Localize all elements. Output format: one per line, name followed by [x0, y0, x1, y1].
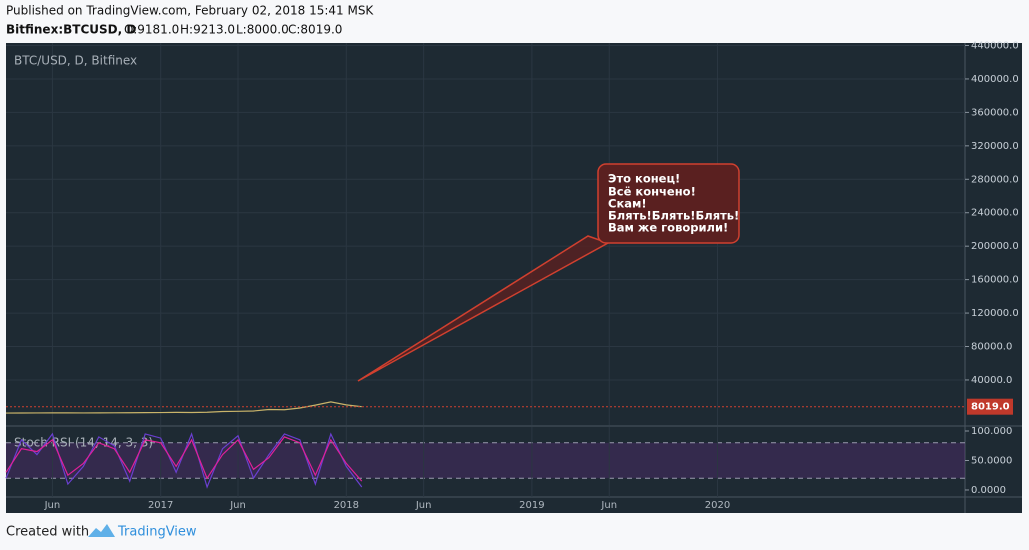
y-tick-label: 80000.0 [971, 342, 1012, 353]
y-tick-label: 0.0000 [971, 485, 1006, 496]
footer-created: Created with [6, 525, 89, 540]
annotation-line: Это конец! [608, 172, 680, 186]
published-text: Published on TradingView.com, February 0… [6, 4, 374, 18]
y-tick-label: 440000.0 [971, 41, 1019, 52]
annotation-line: Блять!Блять!Блять! [608, 209, 739, 223]
ohlc-open: O:9181.0 [124, 23, 179, 37]
y-tick-label: 320000.0 [971, 141, 1019, 152]
x-tick-label: 2020 [705, 500, 730, 511]
annotation-line: Вам же говорили! [608, 221, 728, 235]
pane-title: Stoch RSI (14, 14, 3, 3) [14, 436, 153, 450]
pane-title: BTC/USD, D, Bitfinex [14, 54, 137, 68]
ohlc-high: H:9213.0 [180, 23, 235, 37]
chart-layer: Jun 2017 Jun 2018 Jun 2019 Jun 2020 40000.0 80000… [5, 41, 1019, 511]
x-tick-label: Jun [415, 500, 432, 511]
y-tick-label: 400000.0 [971, 74, 1019, 85]
chart-frame [6, 43, 1022, 513]
series-line [5, 401, 362, 414]
x-tick-label: 2019 [519, 500, 544, 511]
y-tick-label: 120000.0 [971, 308, 1019, 319]
annotation-line: Всё кончено! [608, 185, 696, 199]
y-tick-label: 280000.0 [971, 174, 1019, 185]
last-price-box [967, 398, 1013, 415]
x-tick-label: 2017 [148, 500, 173, 511]
x-tick-label: Jun [229, 500, 246, 511]
annotation-bubble [597, 163, 740, 244]
x-tick-label: Jun [44, 500, 61, 511]
footer-brand[interactable]: TradingView [117, 525, 197, 540]
series-line [5, 436, 363, 482]
x-tick-label: 2018 [334, 500, 359, 511]
x-tick-label: Jun [600, 500, 617, 511]
annotation: Это конец! Всё кончено! Скам! Блять!Блят… [357, 163, 740, 382]
annotation-line: Скам! [608, 197, 647, 211]
footer-logo [88, 524, 115, 537]
y-tick-label: 240000.0 [971, 208, 1019, 219]
ohlc-close: C:8019.0 [288, 23, 342, 37]
symbol-text: Bitfinex:BTCUSD, D [6, 23, 136, 37]
y-tick-label: 360000.0 [971, 107, 1019, 118]
last-price-label: 8019.0 [971, 402, 1010, 413]
y-tick-label: 100.000 [971, 426, 1012, 437]
ohlc-low: L:8000.0 [236, 23, 289, 37]
y-tick-label: 50.0000 [971, 455, 1012, 466]
y-tick-label: 200000.0 [971, 241, 1019, 252]
y-tick-label: 160000.0 [971, 275, 1019, 286]
annotation-arrow [357, 235, 610, 382]
y-tick-label: 40000.0 [971, 375, 1012, 386]
